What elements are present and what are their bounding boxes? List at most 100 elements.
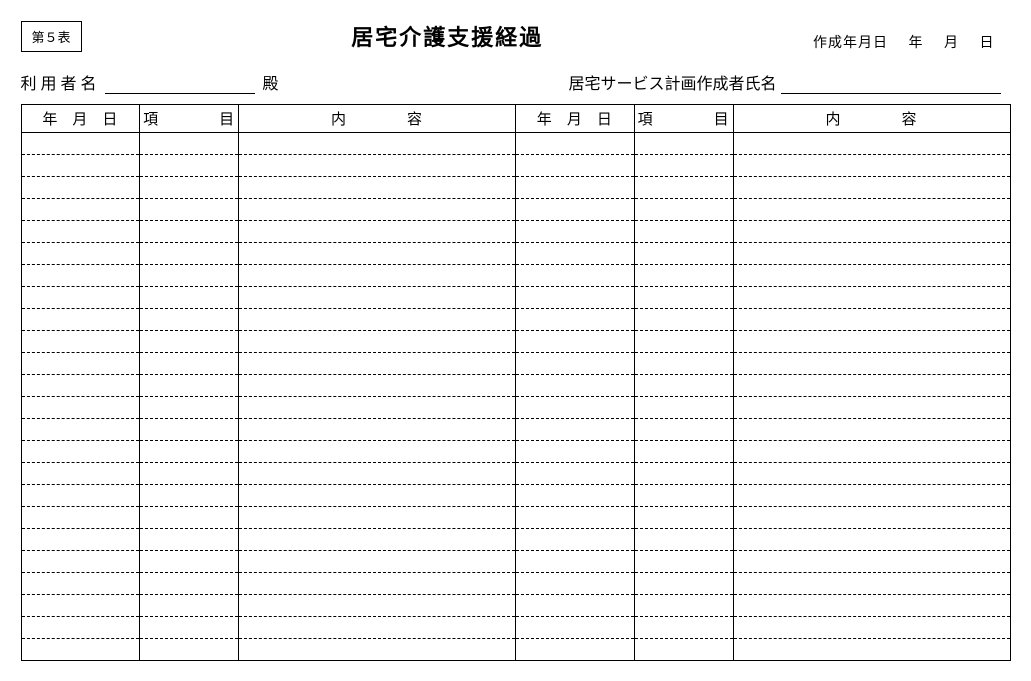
cell[interactable] [515,287,634,309]
cell[interactable] [239,639,516,661]
cell[interactable] [21,331,140,353]
cell[interactable] [140,419,239,441]
cell[interactable] [515,199,634,221]
cell[interactable] [634,595,733,617]
cell[interactable] [239,155,516,177]
cell[interactable] [515,463,634,485]
cell[interactable] [733,573,1010,595]
cell[interactable] [21,309,140,331]
cell[interactable] [239,529,516,551]
cell[interactable] [140,243,239,265]
cell[interactable] [515,529,634,551]
cell[interactable] [140,573,239,595]
cell[interactable] [515,551,634,573]
cell[interactable] [515,265,634,287]
cell[interactable] [239,595,516,617]
cell[interactable] [515,639,634,661]
cell[interactable] [239,507,516,529]
cell[interactable] [140,177,239,199]
cell[interactable] [634,177,733,199]
cell[interactable] [239,485,516,507]
cell[interactable] [239,419,516,441]
cell[interactable] [515,397,634,419]
cell[interactable] [634,155,733,177]
cell[interactable] [140,155,239,177]
cell[interactable] [733,639,1010,661]
cell[interactable] [515,507,634,529]
cell[interactable] [634,507,733,529]
cell[interactable] [634,221,733,243]
cell[interactable] [733,507,1010,529]
cell[interactable] [21,419,140,441]
cell[interactable] [515,375,634,397]
cell[interactable] [634,133,733,155]
cell[interactable] [21,595,140,617]
cell[interactable] [239,133,516,155]
cell[interactable] [21,375,140,397]
cell[interactable] [515,617,634,639]
cell[interactable] [140,441,239,463]
cell[interactable] [239,199,516,221]
cell[interactable] [21,353,140,375]
cell[interactable] [515,309,634,331]
cell[interactable] [140,397,239,419]
cell[interactable] [733,199,1010,221]
cell[interactable] [733,617,1010,639]
cell[interactable] [733,243,1010,265]
cell[interactable] [140,133,239,155]
cell[interactable] [21,265,140,287]
cell[interactable] [239,375,516,397]
cell[interactable] [634,441,733,463]
cell[interactable] [733,265,1010,287]
cell[interactable] [634,309,733,331]
cell[interactable] [239,551,516,573]
cell[interactable] [21,221,140,243]
cell[interactable] [733,397,1010,419]
cell[interactable] [733,133,1010,155]
cell[interactable] [140,265,239,287]
cell[interactable] [140,309,239,331]
cell[interactable] [21,529,140,551]
cell[interactable] [140,463,239,485]
cell[interactable] [140,529,239,551]
cell[interactable] [140,199,239,221]
cell[interactable] [515,133,634,155]
cell[interactable] [634,331,733,353]
cell[interactable] [634,265,733,287]
cell[interactable] [239,265,516,287]
cell[interactable] [733,441,1010,463]
cell[interactable] [634,639,733,661]
cell[interactable] [21,243,140,265]
cell[interactable] [634,617,733,639]
cell[interactable] [21,199,140,221]
cell[interactable] [515,155,634,177]
cell[interactable] [733,331,1010,353]
cell[interactable] [21,617,140,639]
cell[interactable] [634,287,733,309]
cell[interactable] [515,177,634,199]
cell[interactable] [515,243,634,265]
cell[interactable] [21,485,140,507]
cell[interactable] [733,375,1010,397]
cell[interactable] [140,639,239,661]
cell[interactable] [634,375,733,397]
cell[interactable] [733,595,1010,617]
cell[interactable] [733,419,1010,441]
cell[interactable] [515,419,634,441]
cell[interactable] [140,485,239,507]
cell[interactable] [239,331,516,353]
cell[interactable] [634,485,733,507]
cell[interactable] [733,309,1010,331]
cell[interactable] [634,199,733,221]
cell[interactable] [140,551,239,573]
cell[interactable] [239,463,516,485]
cell[interactable] [21,177,140,199]
cell[interactable] [239,243,516,265]
cell[interactable] [733,177,1010,199]
cell[interactable] [140,221,239,243]
cell[interactable] [733,551,1010,573]
cell[interactable] [515,595,634,617]
cell[interactable] [21,133,140,155]
cell[interactable] [733,353,1010,375]
cell[interactable] [140,331,239,353]
